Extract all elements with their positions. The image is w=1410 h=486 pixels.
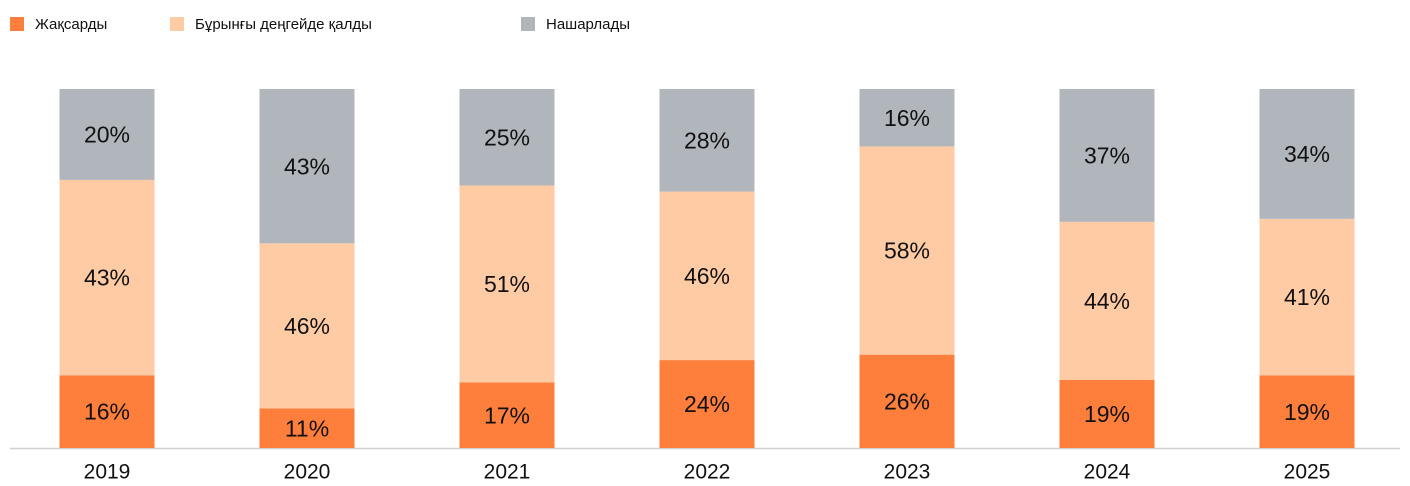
legend-label: Жақсарды	[35, 16, 107, 33]
bar-segment	[259, 89, 355, 244]
data-label: 46%	[684, 263, 730, 289]
data-label: 44%	[1084, 288, 1130, 314]
bar-segment	[1059, 379, 1155, 448]
bar-segment	[859, 146, 955, 355]
data-label: 28%	[684, 127, 730, 153]
data-label: 51%	[484, 271, 530, 297]
bar-segment	[659, 89, 755, 192]
bar-segment	[259, 408, 355, 448]
data-label: 41%	[1284, 284, 1330, 310]
data-label: 24%	[684, 391, 730, 417]
bar-segment	[1259, 218, 1355, 376]
bar-segment	[59, 179, 155, 376]
bar-segment	[459, 382, 555, 448]
x-tick-label: 2020	[284, 461, 331, 484]
bar-segment	[459, 89, 555, 186]
bar-segment	[59, 375, 155, 448]
legend-swatch	[521, 17, 535, 31]
data-label: 16%	[884, 105, 930, 131]
bar-segment	[659, 191, 755, 361]
x-tick-label: 2025	[1284, 461, 1331, 484]
bar-segment	[859, 354, 955, 448]
bar-segment	[259, 243, 355, 409]
data-label: 46%	[284, 313, 330, 339]
data-label: 17%	[484, 402, 530, 428]
data-label: 58%	[884, 238, 930, 264]
data-label: 19%	[1284, 399, 1330, 425]
bar-segment	[1259, 89, 1355, 219]
legend-label: Нашарлады	[546, 16, 630, 33]
bar-segment	[459, 185, 555, 383]
data-label: 16%	[84, 399, 130, 425]
data-label: 43%	[284, 153, 330, 179]
data-label: 19%	[1084, 401, 1130, 427]
bar-segment	[59, 89, 155, 180]
data-label: 20%	[84, 122, 130, 148]
data-label: 37%	[1084, 142, 1130, 168]
legend-label: Бұрынғы деңгейде қалды	[195, 16, 372, 33]
bar-segment	[1059, 221, 1155, 380]
x-tick-label: 2023	[884, 461, 931, 484]
bar-segment	[1059, 89, 1155, 222]
x-tick-label: 2022	[684, 461, 731, 484]
bar-segment	[659, 360, 755, 448]
x-tick-label: 2024	[1084, 461, 1131, 484]
data-label: 26%	[884, 388, 930, 414]
legend-swatch	[10, 17, 24, 31]
data-label: 34%	[1284, 141, 1330, 167]
data-label: 11%	[285, 415, 329, 441]
bar-segment	[1259, 375, 1355, 448]
data-label: 25%	[484, 124, 530, 150]
x-tick-label: 2019	[84, 461, 131, 484]
bar-segment	[859, 89, 955, 147]
x-tick-label: 2021	[484, 461, 531, 484]
data-label: 43%	[84, 265, 130, 291]
legend-swatch	[170, 17, 184, 31]
